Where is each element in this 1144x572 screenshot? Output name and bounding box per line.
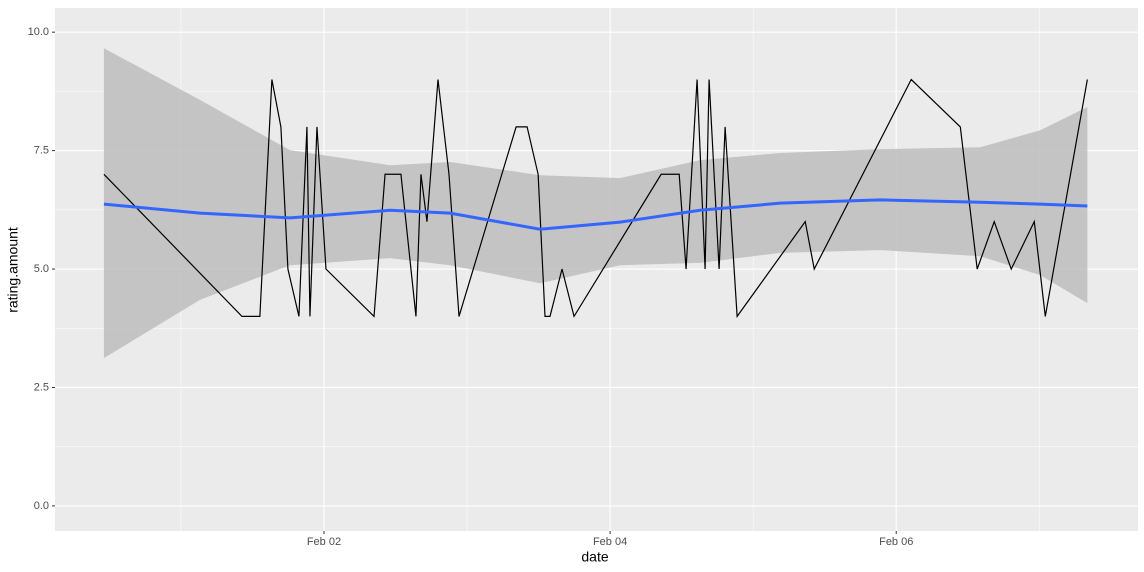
data-line [103,78,1088,319]
y-tick-label: 5.0 [34,263,49,275]
y-axis-title: rating.amount [5,227,21,313]
x-tick-label: Feb 02 [307,536,341,548]
y-tick-label: 10.0 [28,26,49,38]
y-tick-label: 2.5 [34,381,49,393]
y-tick-label: 7.5 [34,144,49,156]
x-tick-label: Feb 04 [593,536,627,548]
x-tick-label: Feb 06 [879,536,913,548]
y-tick-label: 0.0 [34,500,49,512]
x-axis-title: date [581,549,608,565]
confidence-band [103,48,1088,359]
smooth-line [103,198,1088,231]
